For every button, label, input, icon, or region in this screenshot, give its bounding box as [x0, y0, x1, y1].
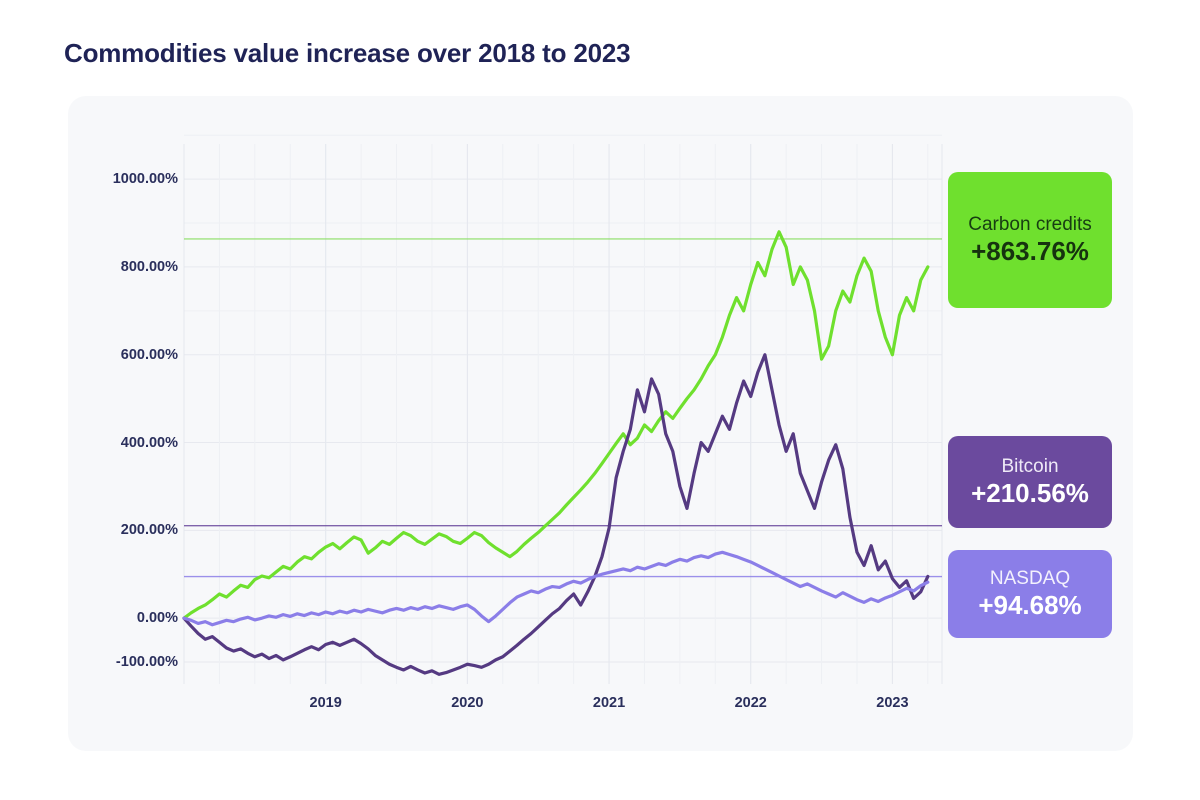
- series-lines: [182, 230, 930, 676]
- y-axis-tick: 800.00%: [120, 258, 178, 275]
- x-axis-tick: 2019: [309, 695, 342, 711]
- y-axis-tick: 600.00%: [120, 346, 178, 363]
- callout-nasdaq-value: +94.68%: [978, 589, 1082, 620]
- x-axis-tick: 2023: [876, 695, 909, 711]
- reference-lines: [184, 238, 942, 578]
- y-axis-tick: 0.00%: [136, 610, 178, 627]
- x-axis-labels: 2019 2020 2021 2022 2023: [184, 695, 942, 719]
- x-axis-tick: 2020: [451, 695, 484, 711]
- callout-bitcoin-name: Bitcoin: [1001, 456, 1059, 478]
- callout-carbon-value: +863.76%: [971, 235, 1089, 266]
- callout-bitcoin[interactable]: Bitcoin +210.56%: [948, 436, 1112, 528]
- page-title: Commodities value increase over 2018 to …: [64, 38, 631, 68]
- y-axis-tick: 1000.00%: [112, 171, 178, 188]
- grid-lines: [183, 134, 943, 684]
- y-axis-tick: -100.00%: [115, 654, 178, 671]
- plot-area: [182, 134, 943, 684]
- callout-bitcoin-value: +210.56%: [971, 477, 1089, 508]
- x-axis-tick: 2021: [592, 695, 626, 711]
- y-axis-tick: 200.00%: [120, 522, 178, 539]
- callout-nasdaq[interactable]: NASDAQ +94.68%: [948, 550, 1112, 638]
- callout-nasdaq-name: NASDAQ: [989, 568, 1071, 590]
- y-axis-labels: 1000.00% 800.00% 600.00% 400.00% 200.00% 0.00…: [68, 144, 178, 684]
- callout-carbon-name: Carbon credits: [968, 214, 1092, 236]
- y-axis-tick: 400.00%: [120, 434, 178, 451]
- callout-carbon-credits[interactable]: Carbon credits +863.76%: [948, 172, 1112, 308]
- x-axis-tick: 2022: [734, 695, 767, 711]
